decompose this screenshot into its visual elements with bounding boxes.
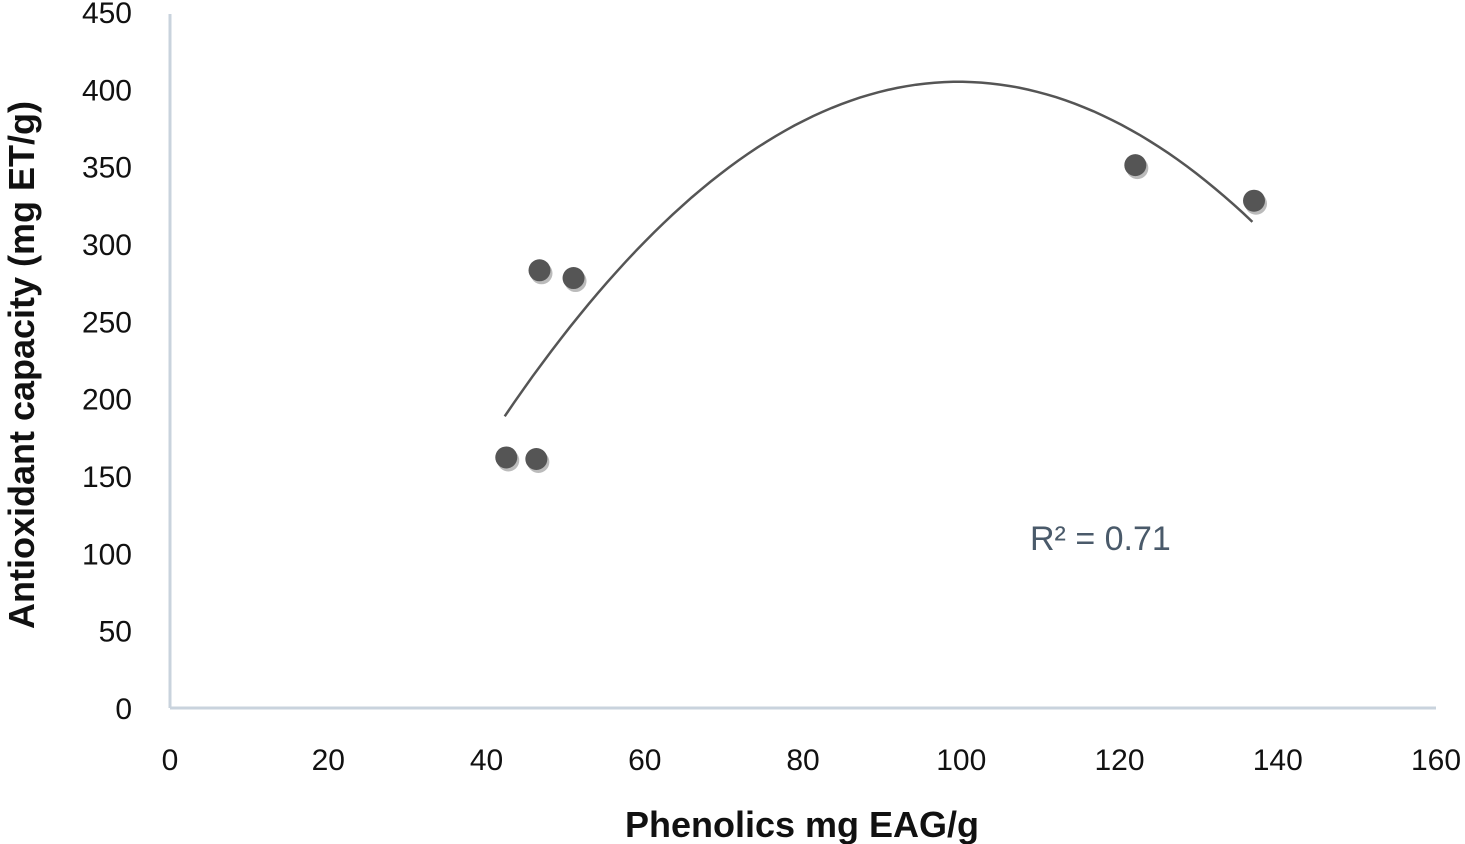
y-tick-label: 450 [82,0,132,30]
y-tick-label: 350 [82,152,132,185]
x-tick-label: 20 [312,744,345,777]
y-tick-label: 0 [115,693,132,726]
data-point [1243,189,1268,215]
y-tick-label: 200 [82,384,132,417]
data-point [495,446,520,472]
data-point [525,447,550,473]
y-tick-labels: 0 50 100 150 200 250 300 350 400 450 [82,0,132,726]
y-tick-label: 100 [82,538,132,571]
r-squared-annotation: R² = 0.71 [1030,520,1171,558]
data-point [1124,154,1149,180]
y-tick-label: 50 [99,616,132,649]
x-tick-label: 100 [936,744,986,777]
data-points [495,154,1268,473]
x-tick-label: 0 [162,744,179,777]
x-tick-labels: 0 20 40 60 80 100 120 140 160 [162,744,1461,777]
x-tick-label: 80 [786,744,819,777]
data-point [528,259,553,285]
x-tick-label: 140 [1253,744,1303,777]
data-point [562,267,587,293]
y-tick-label: 250 [82,306,132,339]
x-axis-title: Phenolics mg EAG/g [625,804,979,844]
x-tick-label: 120 [1094,744,1144,777]
y-tick-label: 400 [82,74,132,107]
x-tick-label: 40 [470,744,503,777]
axes [168,14,1436,710]
y-tick-label: 300 [82,229,132,262]
y-tick-label: 150 [82,461,132,494]
x-tick-label: 160 [1411,744,1461,777]
y-axis-title: Antioxidant capacity (mg ET/g) [1,101,42,629]
x-tick-label: 60 [628,744,661,777]
trendline [503,80,1254,418]
